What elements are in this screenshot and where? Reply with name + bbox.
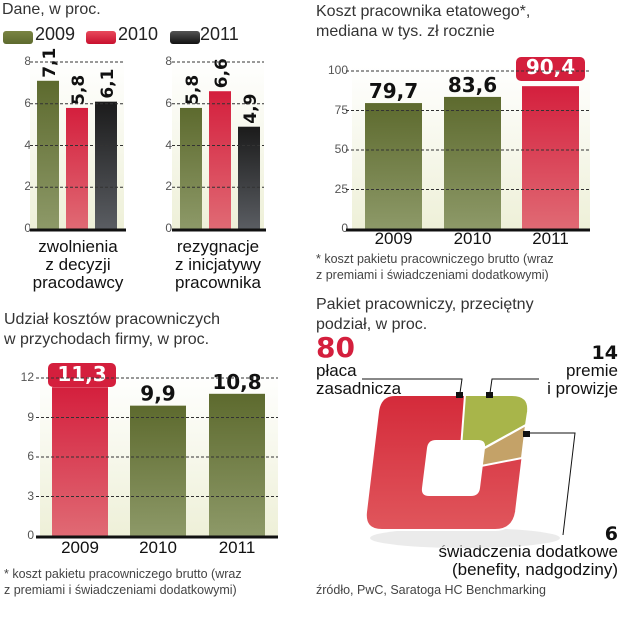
turnover-left-tick-0: 0: [24, 221, 31, 235]
bar-2009: [52, 387, 108, 536]
employee-cost-title: Koszt pracownika etatowego*,: [316, 3, 531, 20]
employee-cost-tick-25: 25: [334, 181, 348, 196]
cost-share-tick-12: 12: [20, 370, 34, 384]
cost-share-tick-6: 6: [27, 449, 34, 463]
bar-2009: [365, 103, 422, 229]
employee-cost-tick-50: 50: [334, 142, 348, 156]
category-line: z decyzji: [45, 255, 111, 274]
employee-cost-footnote-2: z premiami i świadczeniami dodatkowymi): [316, 268, 549, 282]
highlight-badge: [48, 363, 116, 387]
bar-2011-cat1: [238, 126, 260, 229]
x-tick-2009: 2009: [61, 538, 99, 557]
slice-value-base-salary: 80: [316, 331, 355, 364]
category-line: rezygnacje: [176, 237, 260, 256]
turnover-right-tick-6: 6: [165, 95, 172, 110]
slice-value-bonuses: 14: [591, 342, 618, 364]
legend-swatch-2009: [3, 31, 33, 44]
category-label-resignations: rezygnacje z inicjatywy pracownika: [158, 238, 278, 292]
package-subtitle: podział, w proc.: [316, 316, 428, 333]
turnover-right-tick-2: 2: [165, 179, 172, 194]
legend-label-2010: 2010: [118, 24, 159, 44]
employee-cost-tick-100: 100: [327, 63, 348, 77]
bar-2009-cat0: [37, 80, 59, 229]
employee-cost-footnote-1: * koszt pakietu pracowniczego brutto (wr…: [316, 252, 554, 266]
category-line: zwolnienia: [38, 237, 118, 256]
x-tick-2011: 2011: [218, 538, 256, 557]
cost-share-tick-3: 3: [27, 488, 34, 503]
highlight-badge: [516, 57, 585, 81]
bar-2011: [522, 86, 579, 229]
legend-label-2009: 2009: [35, 24, 76, 44]
bar-2010: [444, 96, 501, 229]
bar-value-label: 4,9: [241, 94, 261, 124]
x-tick-2009: 2009: [374, 229, 413, 248]
bar-value-label: 7,1: [40, 48, 60, 78]
bar-2011-cat0: [95, 101, 117, 229]
bar-value-label: 90,4: [526, 55, 575, 79]
cost-share-footnote-1: * koszt pakietu pracowniczego brutto (wr…: [4, 567, 242, 581]
turnover-right-tick-4: 4: [165, 137, 172, 152]
category-label-layoffs: zwolnienia z decyzji pracodawcy: [18, 238, 138, 292]
legend-swatch-2011: [170, 31, 200, 44]
cost-share-subtitle: w przychodach firmy, w proc.: [4, 331, 210, 348]
slice-label-line: (benefity, nadgodziny): [451, 560, 618, 579]
legend-label-2011: 2011: [200, 24, 239, 44]
x-tick-2010: 2010: [453, 229, 492, 248]
cost-share-footnote-2: z premiami i świadczeniami dodatkowymi): [4, 583, 237, 597]
employee-cost-subtitle: mediana w tys. zł rocznie: [316, 23, 495, 40]
bar-value-label: 10,8: [212, 370, 261, 394]
leader-line-base-salary: [362, 378, 463, 394]
slice-label-line: płaca: [316, 361, 357, 380]
slice-label-line: zasadnicza: [316, 379, 402, 398]
bar-2010-cat1: [209, 91, 231, 229]
leader-marker-bonuses: [486, 392, 493, 398]
cost-share-tick-9: 9: [27, 409, 34, 424]
leader-line-bonuses: [489, 378, 539, 394]
bar-value-label: 11,3: [57, 362, 106, 386]
bar-value-label: 79,7: [369, 79, 418, 103]
turnover-right-tick-0: 0: [165, 221, 172, 235]
x-tick-2010: 2010: [139, 538, 177, 557]
slice-value-benefits: 6: [604, 523, 618, 545]
employee-cost-tick-75: 75: [334, 102, 348, 117]
turnover-left-tick-2: 2: [24, 179, 31, 194]
slice-label-line: i prowizje: [547, 379, 618, 398]
x-tick-2011: 2011: [532, 229, 569, 248]
bar-value-label: 5,8: [183, 75, 203, 105]
leader-marker-benefits: [523, 431, 530, 437]
donut-shadow: [370, 528, 560, 548]
category-line: z inicjatywy: [175, 255, 261, 274]
turnover-left-tick-6: 6: [24, 95, 31, 110]
turnover-left-tick-4: 4: [24, 137, 31, 152]
bar-value-label: 6,6: [212, 58, 232, 88]
bar-2009-cat1: [180, 107, 202, 229]
cost-share-title: Udział kosztów pracowniczych: [4, 311, 221, 328]
turnover-chart-title: Dane, w proc.: [2, 1, 101, 18]
cost-share-tick-0: 0: [27, 528, 34, 542]
bar-2011: [209, 393, 265, 536]
bar-value-label: 6,1: [98, 69, 118, 99]
leader-line-benefits: [528, 432, 576, 536]
leader-marker-base-salary: [456, 392, 463, 398]
slice-label-line: premie: [566, 361, 618, 380]
category-line: pracownika: [175, 273, 261, 292]
bar-value-label: 5,8: [69, 75, 89, 105]
source-note: źródło, PwC, Saratoga HC Benchmarking: [316, 583, 546, 597]
turnover-right-tick-8: 8: [165, 54, 172, 68]
turnover-left-tick-8: 8: [24, 54, 31, 68]
category-line: pracodawcy: [32, 273, 124, 292]
bar-2010-cat0: [66, 107, 88, 229]
slice-label-base-salary: płaca zasadnicza: [316, 362, 401, 398]
bar-value-label: 83,6: [448, 73, 497, 97]
employee-cost-tick-0: 0: [341, 221, 348, 235]
donut-hole: [421, 440, 486, 496]
slice-label-bonuses: premie i prowizje: [547, 362, 618, 398]
legend-swatch-2010: [86, 31, 116, 44]
bar-2010: [130, 405, 186, 536]
package-title: Pakiet pracowniczy, przeciętny: [316, 296, 534, 313]
bar-value-label: 9,9: [140, 382, 175, 406]
